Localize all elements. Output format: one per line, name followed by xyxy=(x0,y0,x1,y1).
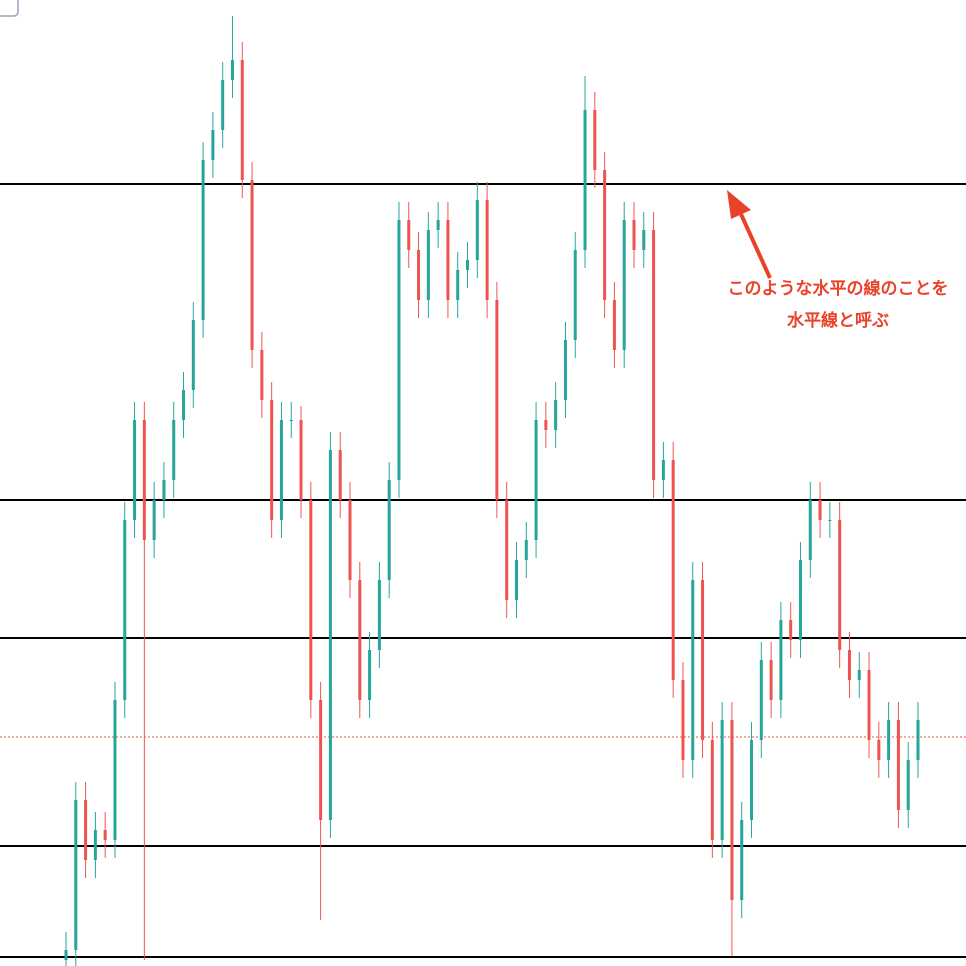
candle-body xyxy=(730,720,734,900)
candle-body xyxy=(133,420,137,520)
candle-body xyxy=(838,520,842,650)
candle-body xyxy=(593,110,597,170)
candle-body xyxy=(172,420,176,480)
candle-body xyxy=(211,130,215,160)
candle-body xyxy=(475,200,479,260)
candle-body xyxy=(309,500,313,700)
candle-body xyxy=(524,540,528,560)
candle-body xyxy=(642,230,646,250)
candle-body xyxy=(867,670,871,740)
candle-body xyxy=(358,580,362,700)
candle-body xyxy=(407,220,411,250)
candles xyxy=(64,16,920,966)
candle-body xyxy=(750,740,754,820)
candle-body xyxy=(64,950,68,960)
candle-body xyxy=(573,250,577,340)
candle-body xyxy=(417,250,421,300)
candle-body xyxy=(652,230,656,480)
candle-body xyxy=(681,680,685,760)
candle-body xyxy=(789,620,793,640)
candle-body xyxy=(710,740,714,840)
candle-body xyxy=(338,450,342,500)
candle-body xyxy=(612,300,616,350)
candle-body xyxy=(201,160,205,320)
candle-body xyxy=(387,480,391,580)
candle-body xyxy=(103,830,107,840)
candle-body xyxy=(818,500,822,520)
candle-body xyxy=(348,500,352,580)
annotation: 水平線と呼ぶ xyxy=(787,310,889,331)
candle-body xyxy=(328,450,332,820)
candle-body xyxy=(279,420,283,520)
candle-body xyxy=(857,670,861,680)
corner-widget xyxy=(0,0,19,17)
candle-body xyxy=(514,560,518,600)
candle-body xyxy=(162,480,166,500)
candle-body xyxy=(84,800,88,860)
candle-body xyxy=(289,420,293,421)
candle-body xyxy=(299,420,303,500)
candle-body xyxy=(671,460,675,680)
candle-body xyxy=(769,660,773,700)
candle-body xyxy=(142,420,146,540)
candle-body xyxy=(426,230,430,300)
annotation: このような水平の線のことを xyxy=(728,278,949,299)
candle-body xyxy=(191,320,195,390)
candle-body xyxy=(701,580,705,740)
candle-body xyxy=(446,220,450,300)
candle-body xyxy=(779,620,783,700)
levels xyxy=(0,183,966,958)
candle-body xyxy=(456,270,460,300)
candle-body xyxy=(377,580,381,650)
candle-body xyxy=(877,740,881,760)
candle-body xyxy=(906,760,910,810)
candle-body xyxy=(123,520,127,700)
candle-body xyxy=(485,200,489,300)
candle-body xyxy=(260,350,264,400)
arrow-shaft xyxy=(738,211,772,279)
candle-body xyxy=(544,420,548,430)
candle-body xyxy=(916,720,920,760)
candle-body xyxy=(554,400,558,430)
candle-body xyxy=(603,170,607,300)
candle-body xyxy=(847,650,851,680)
candle-body xyxy=(319,700,323,820)
candle-body xyxy=(808,500,812,560)
candle-body xyxy=(505,500,509,600)
candle-body xyxy=(240,60,244,180)
candle-body xyxy=(250,180,254,350)
arrow-head xyxy=(727,190,751,219)
candle-body xyxy=(74,800,78,950)
candle-body xyxy=(798,560,802,640)
candle-body xyxy=(691,580,695,760)
candle-body xyxy=(466,260,470,270)
candle-body xyxy=(828,520,832,521)
candle-body xyxy=(93,830,97,860)
candle-body xyxy=(495,300,499,500)
candle-body xyxy=(436,220,440,230)
candle-body xyxy=(583,110,587,250)
candle-body xyxy=(230,60,234,80)
candle-body xyxy=(740,820,744,900)
candle-body xyxy=(759,660,763,740)
candle-body xyxy=(270,400,274,520)
candle-body xyxy=(368,650,372,700)
candle-body xyxy=(182,390,186,420)
candle-body xyxy=(661,460,665,480)
candle-body xyxy=(896,720,900,810)
candle-body xyxy=(221,80,225,130)
candle-body xyxy=(622,220,626,350)
candle-body xyxy=(152,500,156,540)
candle-body xyxy=(534,420,538,540)
candle-body xyxy=(720,720,724,840)
candle-body xyxy=(113,700,117,840)
candle-body xyxy=(563,340,567,400)
candle-body xyxy=(632,220,636,250)
candle-body xyxy=(887,720,891,760)
candle-body xyxy=(397,220,401,480)
